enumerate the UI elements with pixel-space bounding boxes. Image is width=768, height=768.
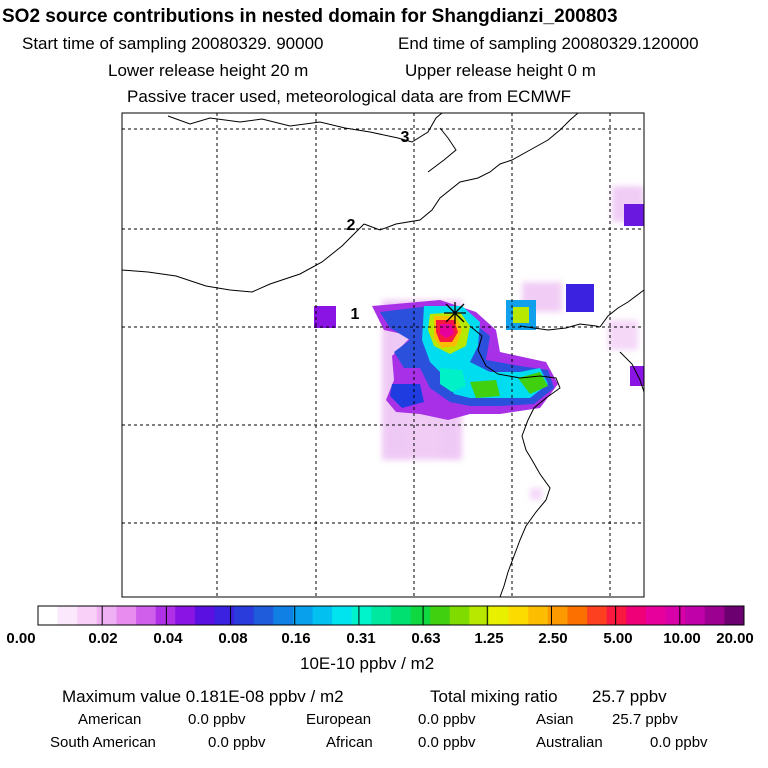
colorbar-tick: 1.25 bbox=[474, 630, 504, 647]
colorbar-swatch bbox=[155, 606, 176, 625]
colorbar-tick: 10.00 bbox=[663, 630, 701, 647]
colorbar-swatch bbox=[136, 606, 157, 625]
max-value-label: Maximum value 0.181E-08 ppbv / m2 bbox=[62, 687, 344, 706]
colorbar-swatch bbox=[292, 606, 314, 625]
south-american-label: South American bbox=[50, 734, 156, 751]
colorbar-tick: 0.00 bbox=[6, 630, 36, 647]
upper-release-label: Upper release height 0 m bbox=[405, 61, 596, 80]
colorbar-swatch bbox=[645, 606, 667, 625]
colorbar-swatch bbox=[234, 606, 255, 625]
colorbar bbox=[37, 605, 745, 626]
south-american-value: 0.0 ppbv bbox=[208, 734, 266, 751]
colorbar-swatch bbox=[96, 606, 117, 625]
colorbar-tick: 5.00 bbox=[603, 630, 633, 647]
lat-label-3: 3 bbox=[401, 129, 410, 146]
colorbar-tick: 0.31 bbox=[346, 630, 376, 647]
colorbar-swatch bbox=[704, 606, 725, 625]
colorbar-swatch bbox=[469, 606, 490, 625]
colorbar-swatch bbox=[273, 606, 294, 625]
colorbar-swatch bbox=[391, 606, 412, 625]
colorbar-swatch bbox=[194, 606, 215, 625]
colorbar-tick: 2.50 bbox=[538, 630, 568, 647]
colorbar-unit: 10E-10 ppbv / m2 bbox=[300, 654, 435, 673]
colorbar-tick: 20.00 bbox=[716, 630, 754, 647]
asian-value: 25.7 ppbv bbox=[612, 711, 678, 728]
colorbar-swatch bbox=[410, 606, 431, 625]
colorbar-swatch bbox=[489, 606, 510, 625]
american-label: American bbox=[78, 711, 142, 728]
colorbar-swatch bbox=[724, 606, 745, 625]
colorbar-swatch bbox=[332, 606, 353, 625]
australian-value: 0.0 ppbv bbox=[650, 734, 708, 751]
colorbar-swatch bbox=[38, 606, 59, 625]
american-value: 0.0 ppbv bbox=[188, 711, 246, 728]
colorbar-swatch bbox=[547, 606, 568, 625]
european-label: European bbox=[306, 711, 372, 728]
start-time-label: Start time of sampling 20080329. 90000 bbox=[22, 34, 324, 53]
colorbar-swatch bbox=[449, 606, 470, 625]
colorbar-swatch bbox=[587, 606, 608, 625]
african-value: 0.0 ppbv bbox=[418, 734, 476, 751]
colorbar-tick: 0.08 bbox=[218, 630, 248, 647]
total-mixing-label: Total mixing ratio bbox=[430, 687, 558, 706]
colorbar-swatch bbox=[508, 606, 529, 625]
colorbar-swatch bbox=[175, 606, 196, 625]
asterisk-icon bbox=[444, 302, 466, 324]
end-time-label: End time of sampling 20080329.120000 bbox=[398, 34, 699, 53]
colorbar-swatch bbox=[371, 606, 392, 625]
african-label: African bbox=[326, 734, 373, 751]
colorbar-swatch bbox=[606, 606, 627, 625]
colorbar-swatch bbox=[626, 606, 647, 625]
colorbar-swatch bbox=[528, 606, 549, 625]
european-value: 0.0 ppbv bbox=[418, 711, 476, 728]
colorbar-tick: 0.02 bbox=[88, 630, 118, 647]
total-mixing-value: 25.7 ppbv bbox=[592, 687, 667, 706]
lat-label-1: 1 bbox=[351, 306, 360, 323]
lower-release-label: Lower release height 20 m bbox=[108, 61, 309, 80]
colorbar-swatch bbox=[665, 606, 686, 625]
australian-label: Australian bbox=[536, 734, 603, 751]
tracer-label: Passive tracer used, meteorological data… bbox=[127, 87, 572, 106]
asian-label: Asian bbox=[536, 711, 574, 728]
colorbar-tick: 0.16 bbox=[281, 630, 311, 647]
page-title: SO2 source contributions in nested domai… bbox=[2, 6, 618, 27]
colorbar-tick: 0.63 bbox=[411, 630, 441, 647]
map-frame bbox=[121, 112, 645, 598]
colorbar-swatch bbox=[214, 606, 235, 625]
colorbar-swatch bbox=[567, 606, 588, 625]
colorbar-swatch bbox=[685, 606, 706, 625]
colorbar-swatch bbox=[253, 606, 274, 625]
coastlines bbox=[122, 113, 644, 597]
colorbar-swatch bbox=[77, 606, 98, 625]
colorbar-outline bbox=[37, 605, 745, 626]
colorbar-swatch bbox=[57, 606, 78, 625]
colorbar-swatch bbox=[116, 606, 137, 625]
colorbar-swatch bbox=[430, 606, 451, 625]
colorbar-swatch bbox=[312, 606, 333, 625]
colorbar-tick: 0.04 bbox=[153, 630, 183, 647]
lat-label-2: 2 bbox=[347, 217, 356, 234]
colorbar-swatch bbox=[351, 606, 372, 625]
